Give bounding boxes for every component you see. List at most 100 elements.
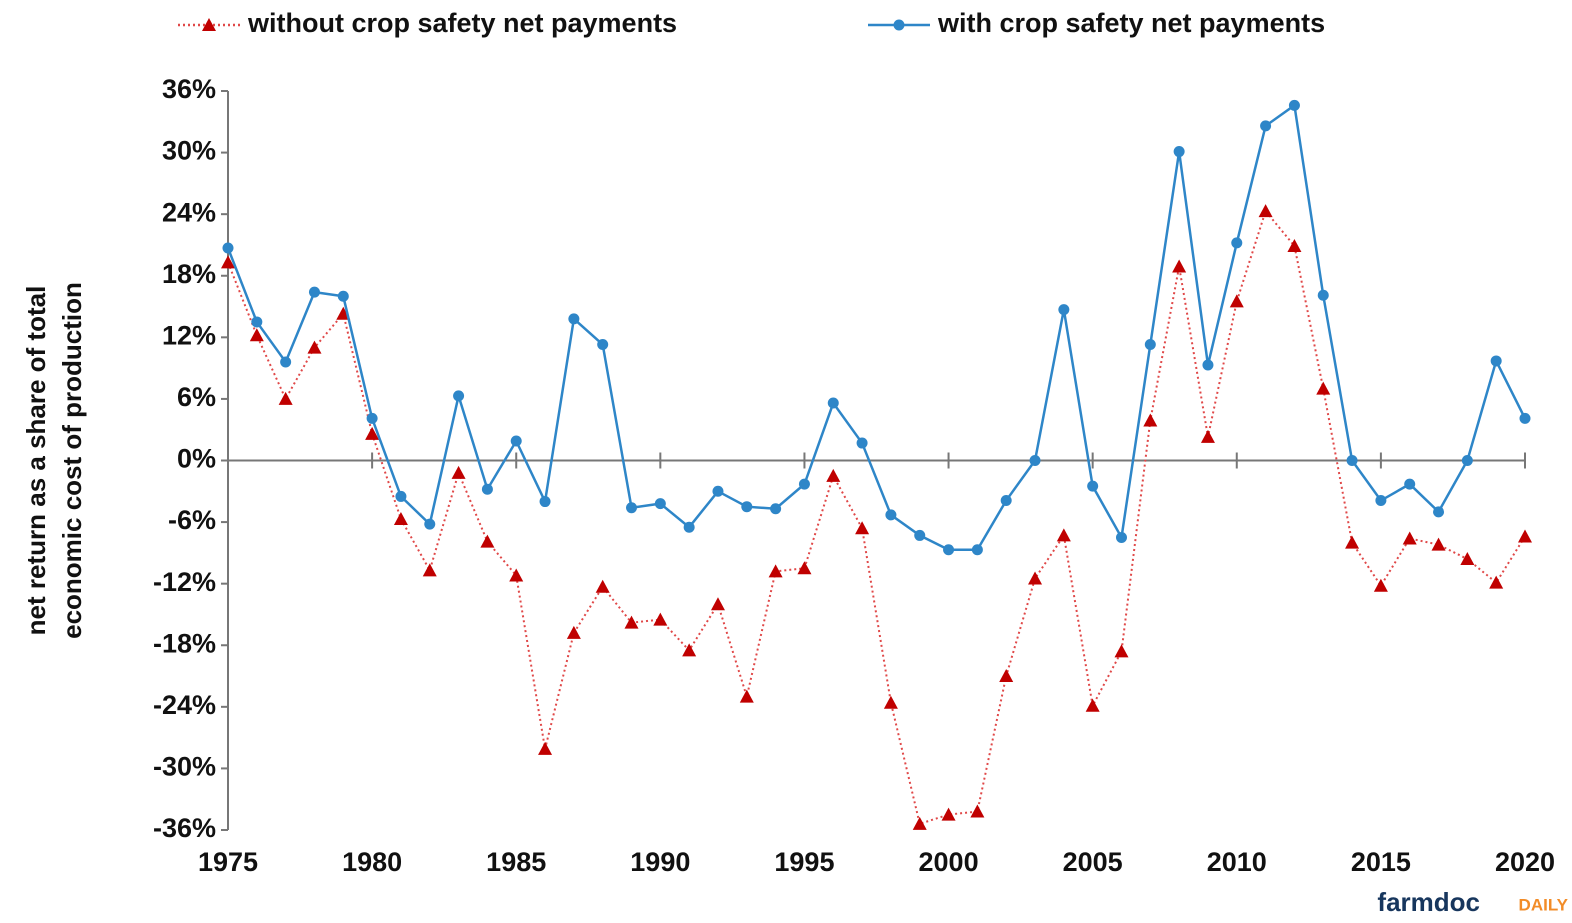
x-tick-label: 2010	[1207, 847, 1267, 877]
y-tick-label: -12%	[153, 567, 216, 597]
point	[912, 816, 927, 830]
point	[1260, 120, 1272, 132]
point	[1431, 537, 1446, 551]
point	[222, 242, 234, 254]
point	[249, 328, 264, 342]
point	[595, 579, 610, 593]
point	[1000, 495, 1012, 507]
point	[914, 529, 926, 541]
x-tick-label: 2000	[919, 847, 979, 877]
point	[251, 316, 263, 328]
point	[453, 390, 465, 402]
point	[337, 290, 349, 302]
point	[1087, 480, 1099, 492]
point	[683, 521, 695, 533]
x-tick-label: 2015	[1351, 847, 1411, 877]
point	[539, 496, 551, 508]
point	[626, 502, 638, 514]
x-tick-label: 1990	[630, 847, 690, 877]
point	[770, 503, 782, 515]
point	[1029, 455, 1041, 466]
point	[1114, 644, 1129, 658]
point	[1460, 552, 1475, 566]
y-tick-label: 24%	[162, 197, 216, 227]
legend-label: without crop safety net payments	[247, 8, 677, 38]
point	[568, 313, 580, 325]
point	[798, 478, 810, 490]
point	[654, 498, 666, 510]
point	[1115, 531, 1127, 543]
point	[1489, 575, 1504, 589]
point	[1144, 339, 1156, 351]
point	[1490, 355, 1502, 367]
point	[741, 501, 753, 513]
y-tick-label: -6%	[168, 505, 216, 535]
point	[1345, 535, 1360, 549]
y-tick-label: 18%	[162, 259, 216, 289]
point	[566, 625, 581, 639]
x-tick-label: 2020	[1495, 847, 1555, 877]
y-tick-label: -30%	[153, 752, 216, 782]
point	[970, 804, 985, 818]
point	[710, 597, 725, 611]
point	[971, 544, 983, 556]
point	[1461, 455, 1473, 466]
point	[739, 689, 754, 703]
point	[424, 518, 436, 530]
point	[856, 437, 868, 449]
x-tick-label: 2005	[1063, 847, 1123, 877]
point	[510, 435, 522, 447]
y-tick-label: 30%	[162, 136, 216, 166]
point	[481, 483, 493, 495]
point	[1258, 204, 1273, 218]
point	[1173, 146, 1185, 158]
point	[883, 695, 898, 709]
point	[885, 509, 897, 521]
watermark: farmdoc	[1377, 887, 1480, 917]
watermark-suffix: DAILY	[1519, 895, 1569, 914]
point	[308, 286, 320, 298]
point	[855, 521, 870, 535]
x-tick-label: 1975	[198, 847, 258, 877]
y-tick-label: 36%	[162, 74, 216, 104]
point	[712, 485, 724, 497]
legend-label: with crop safety net payments	[937, 8, 1325, 38]
point	[1287, 238, 1302, 252]
point	[826, 468, 841, 482]
point	[538, 741, 553, 755]
point	[221, 255, 235, 269]
y-axis-label: net return as a share of total	[21, 286, 51, 636]
point	[422, 563, 437, 577]
point	[365, 426, 380, 440]
point	[480, 534, 495, 548]
legend-marker	[202, 18, 216, 31]
point	[393, 512, 408, 526]
point	[768, 564, 783, 578]
point	[307, 340, 322, 354]
point	[1518, 529, 1532, 543]
point	[1375, 495, 1387, 507]
point	[943, 544, 955, 556]
point	[509, 568, 524, 582]
point	[1085, 698, 1100, 712]
point	[1288, 99, 1300, 111]
point	[1143, 413, 1158, 427]
point	[1172, 259, 1187, 273]
series-line	[226, 103, 1527, 552]
point	[1404, 478, 1416, 490]
x-tick-label: 1995	[774, 847, 834, 877]
point	[451, 465, 466, 479]
x-tick-label: 1980	[342, 847, 402, 877]
x-tick-label: 1985	[486, 847, 546, 877]
series-line	[227, 209, 1526, 826]
y-tick-label: -24%	[153, 690, 216, 720]
point	[827, 397, 839, 409]
point	[1058, 304, 1070, 316]
point	[1402, 531, 1417, 545]
point	[1229, 294, 1244, 308]
y-tick-label: 12%	[162, 320, 216, 350]
point	[1200, 429, 1215, 443]
point	[395, 490, 407, 502]
point	[1028, 571, 1043, 585]
